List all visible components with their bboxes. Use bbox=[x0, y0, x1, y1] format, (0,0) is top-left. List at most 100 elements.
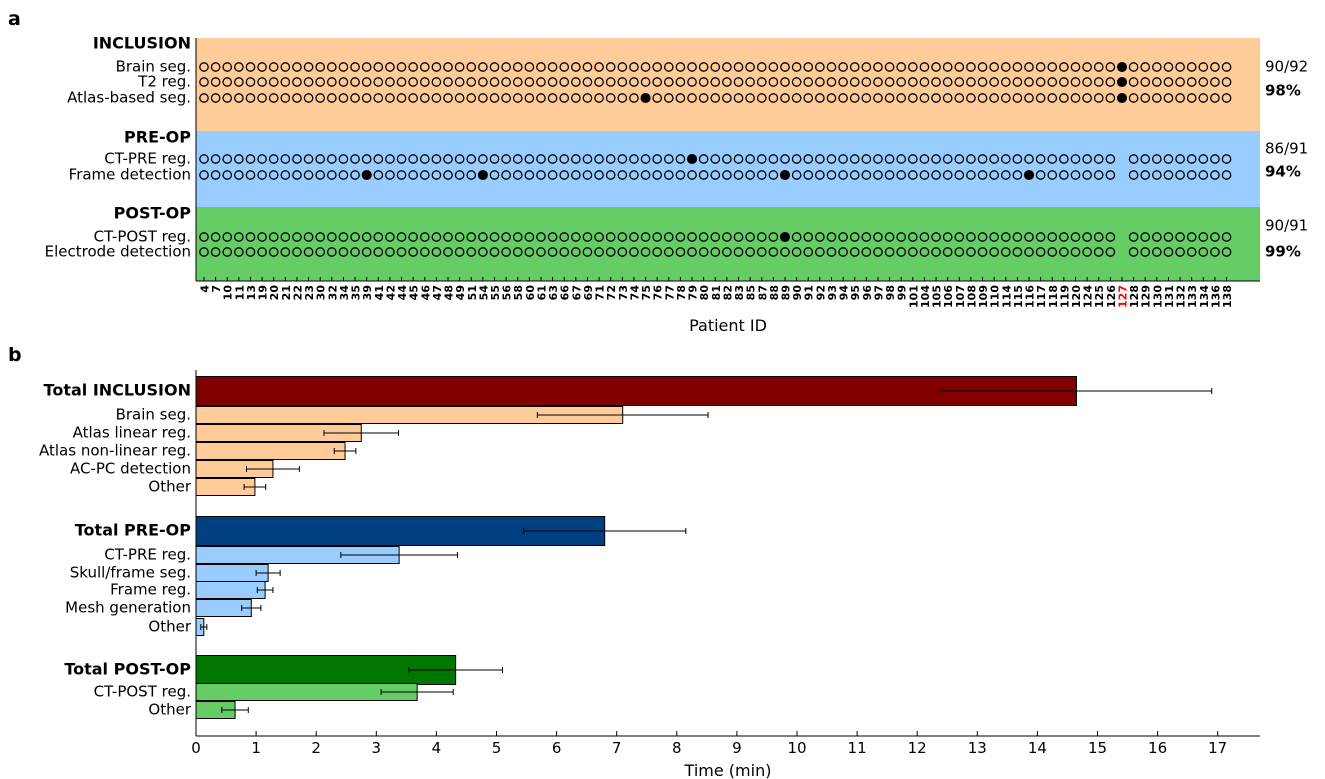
success-marker bbox=[1035, 232, 1046, 242]
success-marker bbox=[559, 232, 570, 242]
success-marker bbox=[385, 93, 395, 103]
success-marker bbox=[303, 77, 314, 87]
patient-tick-label: 138 bbox=[1221, 285, 1234, 308]
success-marker bbox=[745, 77, 755, 87]
success-marker bbox=[838, 77, 848, 87]
success-marker bbox=[512, 62, 523, 72]
success-marker bbox=[1000, 247, 1011, 257]
patient-tick-label: 124 bbox=[1082, 285, 1095, 308]
success-marker bbox=[873, 62, 883, 72]
success-marker bbox=[1221, 62, 1232, 72]
success-marker bbox=[896, 170, 907, 180]
success-marker bbox=[826, 232, 837, 242]
success-marker bbox=[652, 154, 663, 164]
success-marker bbox=[210, 62, 221, 72]
success-marker bbox=[977, 93, 988, 103]
success-marker bbox=[1140, 170, 1151, 180]
success-marker bbox=[489, 62, 500, 72]
success-marker bbox=[350, 247, 360, 257]
success-marker bbox=[315, 247, 326, 257]
success-marker bbox=[977, 170, 988, 180]
success-marker bbox=[512, 93, 523, 103]
success-marker bbox=[373, 77, 384, 87]
success-marker bbox=[1186, 170, 1197, 180]
success-marker bbox=[896, 247, 907, 257]
success-marker bbox=[536, 170, 546, 180]
success-marker bbox=[931, 93, 941, 103]
success-marker bbox=[1000, 154, 1011, 164]
bar-label: CT-PRE reg. bbox=[104, 546, 191, 564]
success-marker bbox=[257, 170, 267, 180]
failure-marker bbox=[686, 153, 698, 165]
success-marker bbox=[1198, 232, 1209, 242]
success-marker bbox=[303, 247, 314, 257]
success-marker bbox=[443, 247, 453, 257]
success-marker bbox=[931, 77, 941, 87]
patient-tick-label: 89 bbox=[780, 285, 793, 300]
success-marker bbox=[907, 154, 918, 164]
success-marker bbox=[280, 62, 291, 72]
success-marker bbox=[1186, 93, 1197, 103]
x-tick-label: 3 bbox=[372, 739, 382, 757]
success-marker bbox=[1151, 62, 1162, 72]
success-marker bbox=[733, 247, 744, 257]
success-marker bbox=[663, 62, 674, 72]
success-marker bbox=[582, 62, 593, 72]
success-marker bbox=[222, 170, 233, 180]
success-marker bbox=[234, 77, 244, 87]
success-marker bbox=[1175, 93, 1185, 103]
success-marker bbox=[768, 93, 779, 103]
success-marker bbox=[838, 93, 848, 103]
success-marker bbox=[1163, 154, 1174, 164]
success-marker bbox=[234, 154, 244, 164]
success-marker bbox=[1035, 247, 1046, 257]
success-marker bbox=[756, 170, 767, 180]
bar-label: Atlas linear reg. bbox=[73, 424, 191, 442]
patient-tick-label: 19 bbox=[257, 285, 270, 300]
success-marker bbox=[756, 232, 767, 242]
success-marker bbox=[722, 77, 732, 87]
success-marker bbox=[710, 232, 721, 242]
success-marker bbox=[884, 232, 895, 242]
success-marker bbox=[826, 77, 837, 87]
success-marker bbox=[1198, 77, 1209, 87]
success-marker bbox=[466, 154, 477, 164]
success-marker bbox=[605, 93, 616, 103]
success-marker bbox=[663, 247, 674, 257]
success-marker bbox=[896, 93, 907, 103]
success-marker bbox=[466, 247, 477, 257]
success-marker bbox=[896, 62, 907, 72]
success-marker bbox=[338, 62, 349, 72]
success-marker bbox=[1082, 247, 1092, 257]
x-axis-label: Patient ID bbox=[689, 316, 767, 335]
success-marker bbox=[884, 247, 895, 257]
success-marker bbox=[292, 154, 302, 164]
success-marker bbox=[1105, 154, 1116, 164]
success-marker bbox=[1093, 170, 1104, 180]
success-marker bbox=[675, 93, 686, 103]
success-marker bbox=[338, 154, 349, 164]
success-marker bbox=[687, 77, 697, 87]
success-marker bbox=[280, 154, 291, 164]
patient-tick-label: 93 bbox=[826, 285, 839, 300]
success-marker bbox=[849, 62, 860, 72]
success-marker bbox=[663, 232, 674, 242]
success-marker bbox=[1105, 93, 1116, 103]
success-marker bbox=[385, 170, 395, 180]
success-marker bbox=[629, 62, 639, 72]
success-marker bbox=[1198, 170, 1209, 180]
success-marker bbox=[489, 154, 500, 164]
success-marker bbox=[838, 154, 848, 164]
patient-tick-label: 136 bbox=[1209, 285, 1222, 308]
success-marker bbox=[594, 170, 604, 180]
success-marker bbox=[1210, 154, 1220, 164]
success-marker bbox=[1000, 93, 1011, 103]
success-marker bbox=[396, 170, 407, 180]
success-marker bbox=[675, 232, 686, 242]
patient-tick-label: 11 bbox=[233, 285, 246, 300]
success-marker bbox=[919, 62, 930, 72]
success-marker bbox=[268, 232, 279, 242]
success-marker bbox=[1012, 62, 1023, 72]
success-marker bbox=[1093, 247, 1104, 257]
step-label: Frame detection bbox=[69, 166, 191, 184]
